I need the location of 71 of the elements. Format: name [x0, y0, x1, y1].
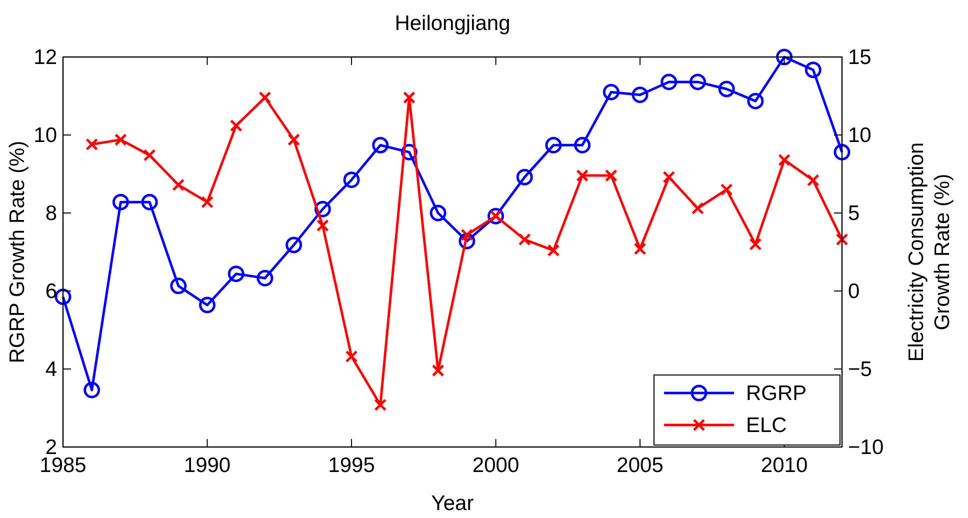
- y-tick-label: 6: [45, 280, 57, 303]
- point: [547, 244, 560, 257]
- y2-tick-label: −5: [848, 358, 872, 381]
- x-tick-label: 2005: [616, 454, 664, 477]
- point: [172, 178, 185, 192]
- point: [402, 91, 416, 104]
- point: [258, 91, 272, 104]
- point: [86, 138, 98, 151]
- point: [343, 172, 360, 188]
- point: [84, 382, 100, 398]
- y2-tick-label: 0: [848, 280, 860, 303]
- point: [345, 350, 358, 363]
- y-axis-title: RGRP Growth Rate (%): [6, 140, 29, 364]
- point: [720, 183, 733, 196]
- point: [604, 169, 618, 182]
- point: [141, 194, 158, 210]
- point: [114, 133, 127, 146]
- point: [776, 48, 793, 66]
- point: [228, 266, 244, 282]
- point: [316, 219, 329, 232]
- point: [689, 74, 706, 90]
- point: [545, 136, 562, 154]
- y2-tick-label: 10: [848, 124, 872, 147]
- point: [430, 204, 446, 222]
- x-tick-label: 1990: [184, 454, 231, 477]
- point: [170, 278, 187, 294]
- point: [256, 270, 274, 286]
- point: [632, 86, 648, 104]
- y2-tick-label: −10: [848, 436, 884, 459]
- point: [834, 144, 850, 160]
- legend-label: ELC: [746, 414, 787, 437]
- y-tick-label: 12: [34, 46, 57, 69]
- point: [199, 296, 216, 314]
- point: [836, 233, 848, 246]
- point: [143, 149, 156, 162]
- point: [804, 62, 822, 78]
- point: [112, 194, 129, 210]
- point: [54, 288, 72, 306]
- x-tick-label: 1995: [328, 454, 375, 477]
- x-tick-label: 2010: [760, 454, 808, 477]
- y-tick-label: 10: [34, 124, 57, 147]
- point: [516, 168, 533, 186]
- point: [576, 169, 589, 182]
- point: [288, 133, 300, 146]
- point: [374, 398, 387, 412]
- point: [806, 174, 820, 186]
- x-axis-title: Year: [431, 492, 474, 515]
- y-tick-label: 8: [45, 202, 57, 225]
- chart-title: Heilongjiang: [394, 12, 510, 35]
- y2-tick-label: 15: [848, 46, 872, 69]
- point: [634, 242, 646, 256]
- point: [602, 84, 620, 100]
- point: [518, 233, 531, 246]
- y-tick-label: 4: [45, 358, 58, 381]
- point: [718, 80, 735, 98]
- legend-label: RGRP: [746, 382, 807, 405]
- point: [747, 92, 764, 110]
- point: [432, 364, 444, 377]
- point: [662, 170, 676, 184]
- point: [749, 238, 762, 250]
- point: [372, 136, 389, 154]
- y2-axis-title: Electricity Consumption Growth Rate (%): [905, 142, 954, 362]
- point: [201, 196, 214, 208]
- point: [286, 236, 302, 254]
- x-tick-label: 2000: [472, 454, 520, 477]
- point: [778, 154, 791, 166]
- point: [230, 119, 242, 132]
- point: [574, 136, 591, 154]
- y2-tick-label: 5: [848, 202, 860, 225]
- point: [660, 74, 678, 90]
- point: [691, 202, 704, 215]
